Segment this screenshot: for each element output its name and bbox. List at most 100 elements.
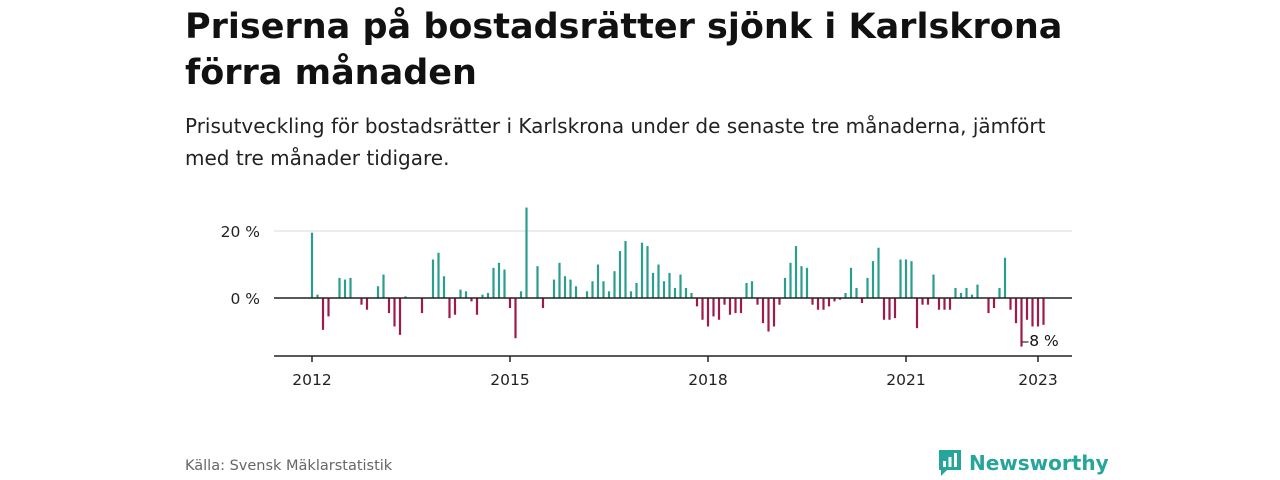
bar [937, 298, 941, 310]
bar [992, 298, 996, 309]
bar [1036, 298, 1040, 327]
bar [503, 269, 506, 298]
last-value-annotation: –8 % [1022, 332, 1059, 350]
bar [882, 298, 886, 320]
bar [662, 281, 666, 298]
bar [618, 251, 622, 298]
bar [497, 262, 501, 298]
bar [888, 298, 891, 320]
brand-name: Newsworthy [969, 451, 1109, 475]
bar [635, 282, 638, 298]
bar [640, 242, 644, 298]
bar [338, 277, 341, 298]
bar [519, 291, 523, 298]
bar-chart-icon [939, 450, 961, 476]
bar [1009, 298, 1012, 310]
bar [1031, 298, 1034, 327]
x-tick-label: 2021 [886, 371, 925, 389]
bar [459, 289, 462, 299]
bar [717, 298, 721, 320]
bar [492, 267, 495, 298]
bar [393, 298, 396, 327]
bar [767, 298, 770, 332]
bar [651, 272, 655, 299]
bar [965, 287, 968, 298]
bar [728, 298, 732, 315]
bar [739, 298, 743, 314]
bar [310, 232, 314, 298]
bar [877, 247, 880, 298]
bar [838, 298, 842, 300]
bar [574, 286, 578, 298]
bar [486, 292, 490, 298]
x-tick-label: 2015 [490, 371, 529, 389]
bar [805, 267, 809, 298]
bar [970, 294, 974, 298]
y-tick-label: 0 % [230, 290, 260, 308]
bar [613, 271, 616, 298]
bar [624, 241, 627, 298]
bar [569, 279, 572, 298]
bar [360, 298, 363, 305]
bar [926, 298, 930, 305]
bar [398, 298, 402, 335]
bar [1025, 298, 1029, 320]
bar [591, 281, 594, 298]
bar [866, 277, 869, 298]
bar [404, 296, 407, 298]
bar [783, 277, 787, 298]
bar [470, 298, 473, 302]
bar [855, 287, 858, 298]
bar [657, 264, 660, 298]
bar [607, 291, 611, 298]
bar [684, 287, 688, 298]
bar [690, 292, 693, 298]
bar [943, 298, 946, 310]
newsworthy-logo: Newsworthy [937, 448, 1109, 478]
bar [932, 274, 935, 298]
bar [646, 246, 649, 298]
bar [778, 298, 781, 305]
chart-subtitle: Prisutveckling för bostadsrätter i Karls… [185, 114, 1046, 170]
bar [844, 292, 847, 298]
bar [701, 298, 704, 320]
bar [750, 281, 754, 298]
bar [871, 261, 875, 298]
bar [959, 292, 963, 298]
bar [629, 291, 633, 298]
bar [723, 298, 726, 305]
bar [860, 298, 864, 304]
bar [987, 298, 990, 314]
bar [585, 291, 589, 298]
bar [558, 262, 561, 298]
bar [536, 266, 539, 298]
bar [508, 298, 512, 309]
bar [448, 298, 451, 319]
bar [563, 276, 567, 298]
bar [431, 259, 435, 298]
bar-chart: 20 % 0 % 2012 2015 2018 2021 2023 –8 % [221, 207, 1072, 389]
bar [899, 259, 902, 298]
bar [420, 298, 424, 314]
bar [800, 266, 803, 298]
bar [673, 287, 677, 298]
bar [794, 246, 798, 298]
bar [948, 298, 952, 310]
bar [772, 298, 776, 327]
bar [442, 276, 446, 298]
bar [893, 298, 897, 319]
bar [910, 261, 913, 298]
bar [734, 298, 737, 314]
bar [316, 294, 319, 298]
bar [998, 287, 1001, 298]
bar [321, 298, 325, 330]
bar [1014, 298, 1018, 324]
bar [706, 298, 710, 327]
source-note: Källa: Svensk Mäklarstatistik [185, 458, 393, 474]
bar [822, 298, 825, 310]
y-tick-label: 20 % [221, 223, 260, 241]
x-tick-label: 2023 [1018, 371, 1057, 389]
bar [541, 298, 545, 309]
bar [602, 281, 605, 298]
bar [756, 298, 759, 305]
